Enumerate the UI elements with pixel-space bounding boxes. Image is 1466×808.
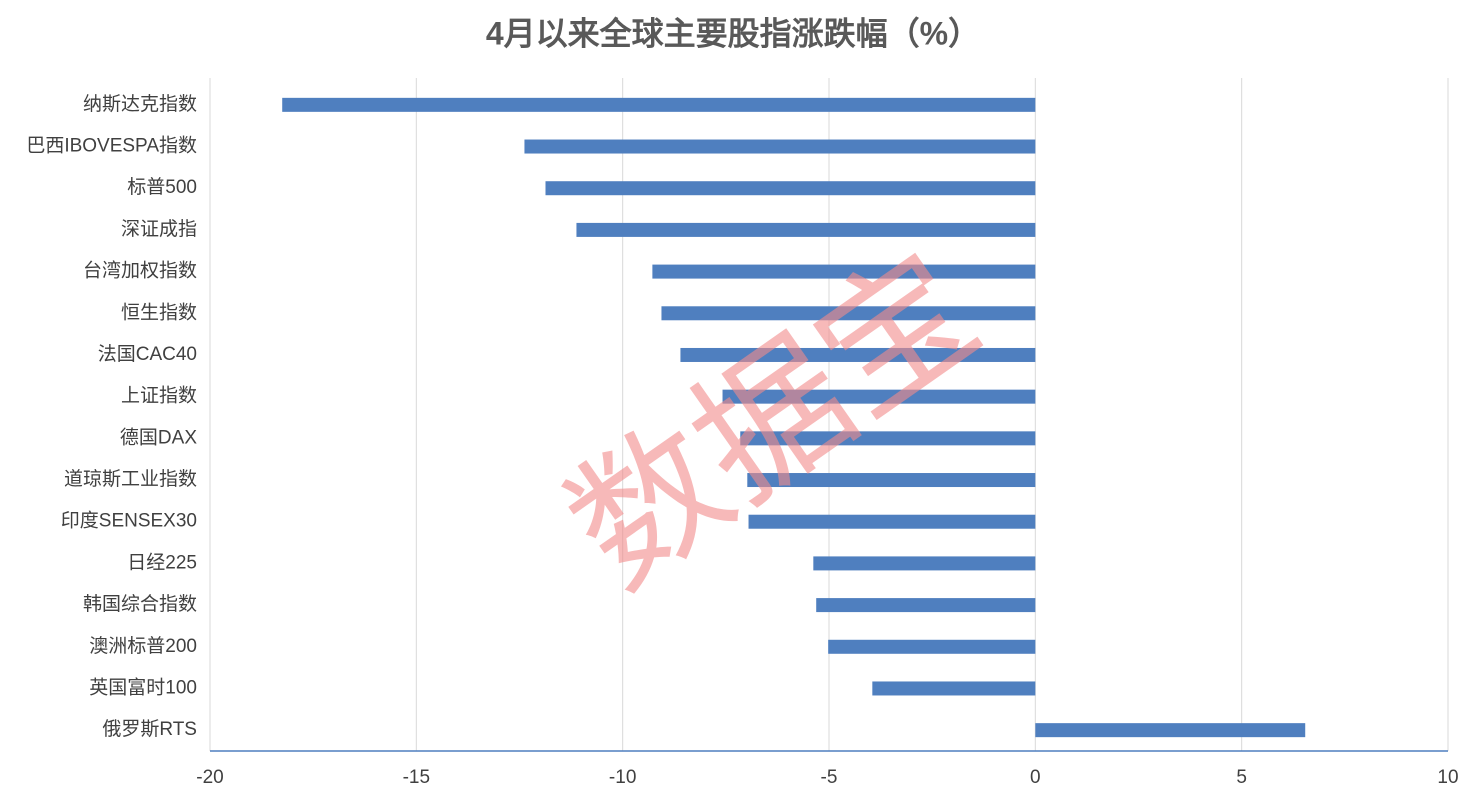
x-tick-label: 0 bbox=[1030, 767, 1041, 788]
y-tick-label: 俄罗斯RTS bbox=[102, 718, 197, 740]
bar bbox=[740, 431, 1036, 446]
y-tick-label: 德国DAX bbox=[120, 426, 197, 448]
y-tick-label: 澳洲标普200 bbox=[89, 635, 197, 657]
bar bbox=[524, 139, 1036, 154]
chart-title: 4月以来全球主要股指涨跌幅（%） bbox=[486, 15, 980, 51]
bar bbox=[680, 347, 1036, 362]
x-tick-label: 5 bbox=[1236, 767, 1247, 788]
y-tick-label: 标普500 bbox=[127, 176, 197, 198]
y-tick-label: 上证指数 bbox=[121, 385, 197, 407]
bar bbox=[828, 639, 1036, 654]
x-tick-label: -20 bbox=[196, 767, 223, 788]
bar bbox=[652, 264, 1036, 279]
y-tick-label: 印度SENSEX30 bbox=[61, 510, 197, 532]
x-tick-label: -5 bbox=[821, 767, 838, 788]
bar bbox=[282, 97, 1036, 112]
bar bbox=[722, 389, 1036, 404]
y-tick-label: 英国富时100 bbox=[89, 676, 197, 698]
y-tick-label: 巴西IBOVESPA指数 bbox=[26, 135, 197, 157]
y-tick-label: 日经225 bbox=[127, 551, 197, 573]
y-tick-label: 法国CAC40 bbox=[98, 343, 197, 365]
bar bbox=[747, 473, 1036, 488]
bar bbox=[748, 514, 1036, 529]
x-tick-label: -10 bbox=[609, 767, 636, 788]
y-tick-label: 深证成指 bbox=[121, 218, 197, 240]
bar bbox=[661, 306, 1036, 321]
bar bbox=[1035, 723, 1306, 738]
bar bbox=[545, 181, 1036, 196]
bar bbox=[872, 681, 1036, 696]
y-tick-label: 韩国综合指数 bbox=[83, 593, 197, 615]
bar bbox=[576, 222, 1036, 237]
y-tick-label: 纳斯达克指数 bbox=[83, 93, 197, 115]
x-tick-label: -15 bbox=[403, 767, 430, 788]
bar bbox=[816, 598, 1036, 613]
y-tick-label: 道琼斯工业指数 bbox=[64, 468, 197, 490]
y-tick-label: 台湾加权指数 bbox=[83, 260, 197, 282]
bar bbox=[813, 556, 1036, 571]
y-tick-label: 恒生指数 bbox=[121, 301, 197, 323]
x-tick-label: 10 bbox=[1437, 767, 1458, 788]
